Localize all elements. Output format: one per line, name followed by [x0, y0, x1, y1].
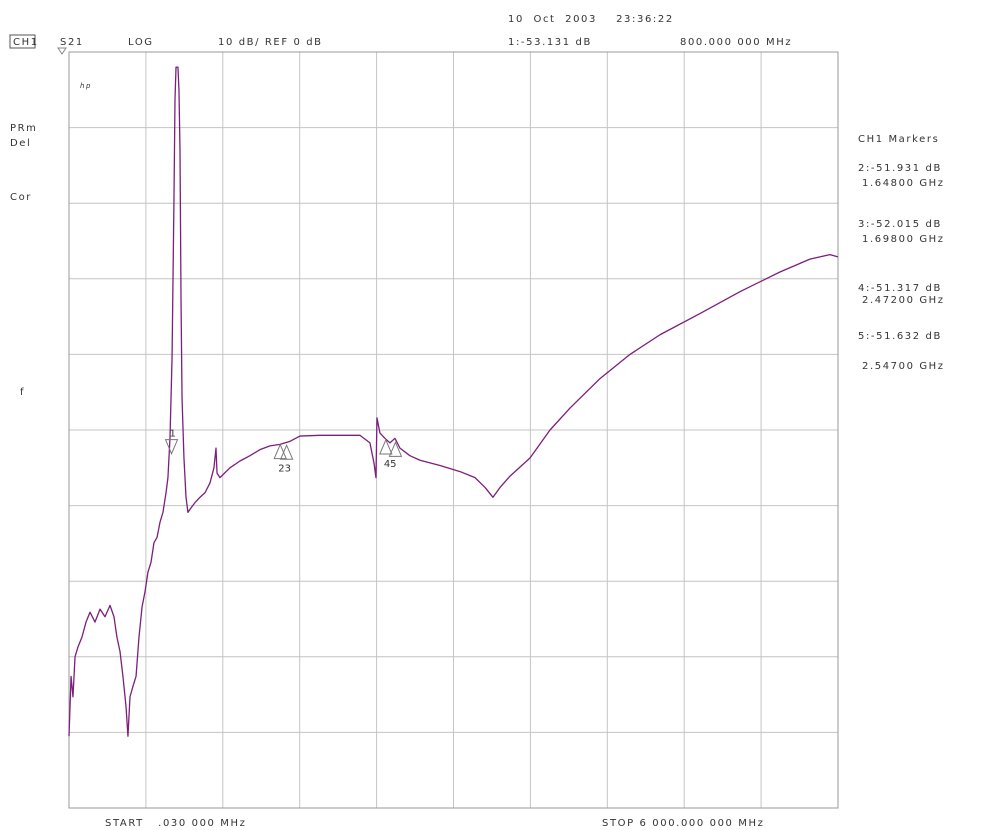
marker [379, 438, 393, 455]
parameter: S21 [60, 37, 84, 48]
marker-readout-frequency: 2.47200 GHz [862, 295, 945, 306]
marker-readout-value: 2:-51.931 dB [858, 163, 942, 174]
marker [273, 443, 287, 460]
status-label: f [20, 387, 25, 398]
status-label: Cor [10, 192, 32, 203]
timestamp: 10 Oct 2003 23:36:22 [508, 14, 674, 25]
marker [279, 443, 294, 460]
marker-readout-frequency: 2.54700 GHz [862, 361, 945, 372]
marker [164, 439, 179, 455]
plot-frame [68, 51, 839, 809]
status-label: Del [10, 138, 31, 149]
marker-readout-value: 3:-52.015 dB [858, 219, 942, 230]
active-marker-value: 1:-53.131 dB [508, 37, 592, 48]
marker-tag: 1 [170, 429, 176, 440]
active-marker-frequency: 800.000 000 MHz [680, 37, 792, 48]
channel: CH1 [13, 37, 39, 48]
stop-label: STOP 6 000.000 000 MHz [602, 818, 764, 829]
marker-tag: 45 [384, 459, 397, 470]
marker [388, 441, 403, 457]
logo: hp [80, 82, 92, 90]
marker-readout-frequency: 1.69800 GHz [862, 234, 945, 245]
marker-readout-value: 5:-51.632 dB [858, 331, 942, 342]
marker-panel-title: CH1 Markers [858, 134, 939, 145]
marker-readout-frequency: 1.64800 GHz [862, 178, 945, 189]
channel-box [9, 34, 36, 49]
plot-area [68, 51, 839, 809]
marker-tag: 23 [278, 464, 291, 475]
trace [68, 66, 839, 737]
scale: 10 dB/ REF 0 dB [218, 37, 323, 48]
status-label: PRm [10, 123, 38, 134]
marker-readout-value: 4:-51.317 dB [858, 283, 942, 294]
format: LOG [128, 37, 154, 48]
reference-indicator [57, 47, 67, 55]
start-label: START .030 000 MHz [105, 818, 247, 829]
